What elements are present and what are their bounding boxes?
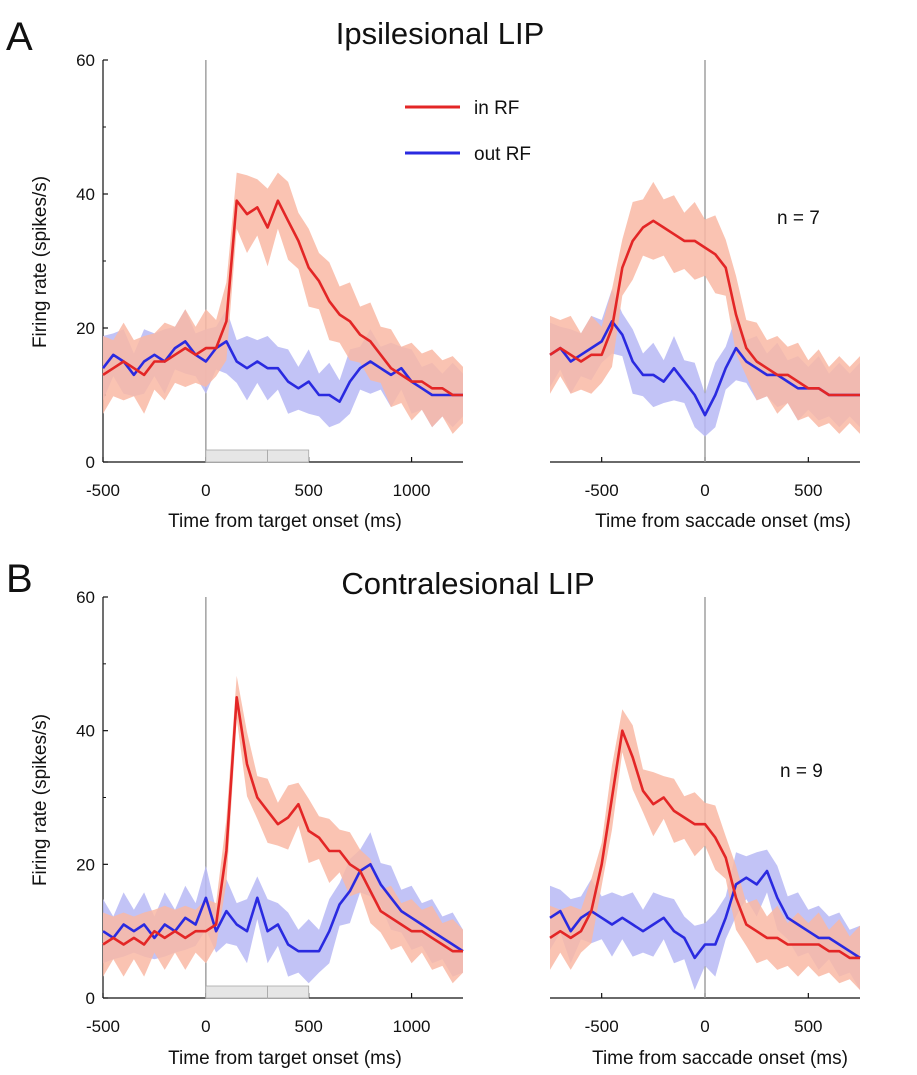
chart0-epoch-bar <box>267 449 310 463</box>
chart2-y-tick-label: 0 <box>86 989 95 1008</box>
panel-b-title: Contralesional LIP <box>341 566 594 601</box>
chart0-y-tick-label: 40 <box>76 185 95 204</box>
chart3-line-in-rf <box>549 729 860 960</box>
chart3-band-out-rf <box>550 849 860 990</box>
chart0-line-in-rf <box>102 199 463 397</box>
chart1-line-in-rf <box>549 219 860 397</box>
panel-b: B Contralesional LIP Firing rate (spikes… <box>6 557 861 1069</box>
chart0-y-tick-label: 20 <box>76 319 95 338</box>
panel-b-target-plot: 0 20 40 60 -500 0 500 1000 <box>76 588 464 1036</box>
chart2-x-tick-label: 1000 <box>393 1017 431 1036</box>
legend-out-rf-label: out RF <box>474 144 531 165</box>
panel-a-left-x-axis-label: Time from target onset (ms) <box>168 511 402 532</box>
chart2-line-in-rf <box>102 696 463 953</box>
chart3-x-tick-label: 0 <box>700 1017 709 1036</box>
panel-a-n-label: n = 7 <box>777 208 820 229</box>
panel-a-saccade-plot: -500 0 500 <box>549 60 860 500</box>
chart3-line-out-rf <box>549 869 861 960</box>
chart2-y-tick-label: 20 <box>76 855 95 874</box>
panel-a-target-plot: 0 20 40 60 -500 0 500 1000 <box>76 51 463 500</box>
chart3-x-tick-label: 500 <box>794 1017 822 1036</box>
panel-b-saccade-plot: -500 0 500 <box>549 597 861 1036</box>
panel-b-n-label: n = 9 <box>780 761 823 782</box>
chart2-y-tick-label: 60 <box>76 588 95 607</box>
legend-in-rf-label: in RF <box>474 98 519 119</box>
chart2-band-in-rf <box>103 675 463 984</box>
chart3-x-tick-label: -500 <box>585 1017 619 1036</box>
chart2-x-tick-label: -500 <box>86 1017 120 1036</box>
chart0-y-tick-label: 60 <box>76 51 95 70</box>
chart1-band-in-rf <box>550 181 860 434</box>
chart0-x-tick-label: 500 <box>295 481 323 500</box>
chart1-x-tick-label: 0 <box>700 481 709 500</box>
chart1-x-tick-label: -500 <box>585 481 619 500</box>
chart3-band-in-rf <box>550 709 860 990</box>
panel-b-letter: B <box>6 557 33 601</box>
chart0-x-tick-label: -500 <box>86 481 120 500</box>
chart2-epoch-bar <box>205 985 268 999</box>
chart2-x-tick-label: 0 <box>201 1017 210 1036</box>
legend: in RF out RF <box>405 98 531 165</box>
chart0-epoch-bar <box>205 449 268 463</box>
chart0-x-tick-label: 1000 <box>393 481 431 500</box>
chart0-x-tick-label: 0 <box>201 481 210 500</box>
chart1-x-tick-label: 500 <box>794 481 822 500</box>
panel-a-letter: A <box>6 15 33 59</box>
panel-b-right-x-axis-label: Time from saccade onset (ms) <box>592 1048 848 1069</box>
panel-a-title: Ipsilesional LIP <box>336 16 545 51</box>
chart2-y-tick-label: 40 <box>76 722 95 741</box>
panel-b-left-x-axis-label: Time from target onset (ms) <box>168 1048 402 1069</box>
chart0-y-tick-label: 0 <box>86 453 95 472</box>
panel-a-right-x-axis-label: Time from saccade onset (ms) <box>595 511 851 532</box>
panel-a: A Ipsilesional LIP Firing rate (spikes/s… <box>6 15 860 532</box>
panel-a-y-axis-label: Firing rate (spikes/s) <box>30 176 51 348</box>
panel-b-y-axis-label: Firing rate (spikes/s) <box>30 714 51 886</box>
chart2-epoch-bar <box>267 985 310 999</box>
chart2-x-tick-label: 500 <box>295 1017 323 1036</box>
chart2-line-out-rf <box>102 863 464 953</box>
chart0-band-in-rf <box>103 172 463 434</box>
